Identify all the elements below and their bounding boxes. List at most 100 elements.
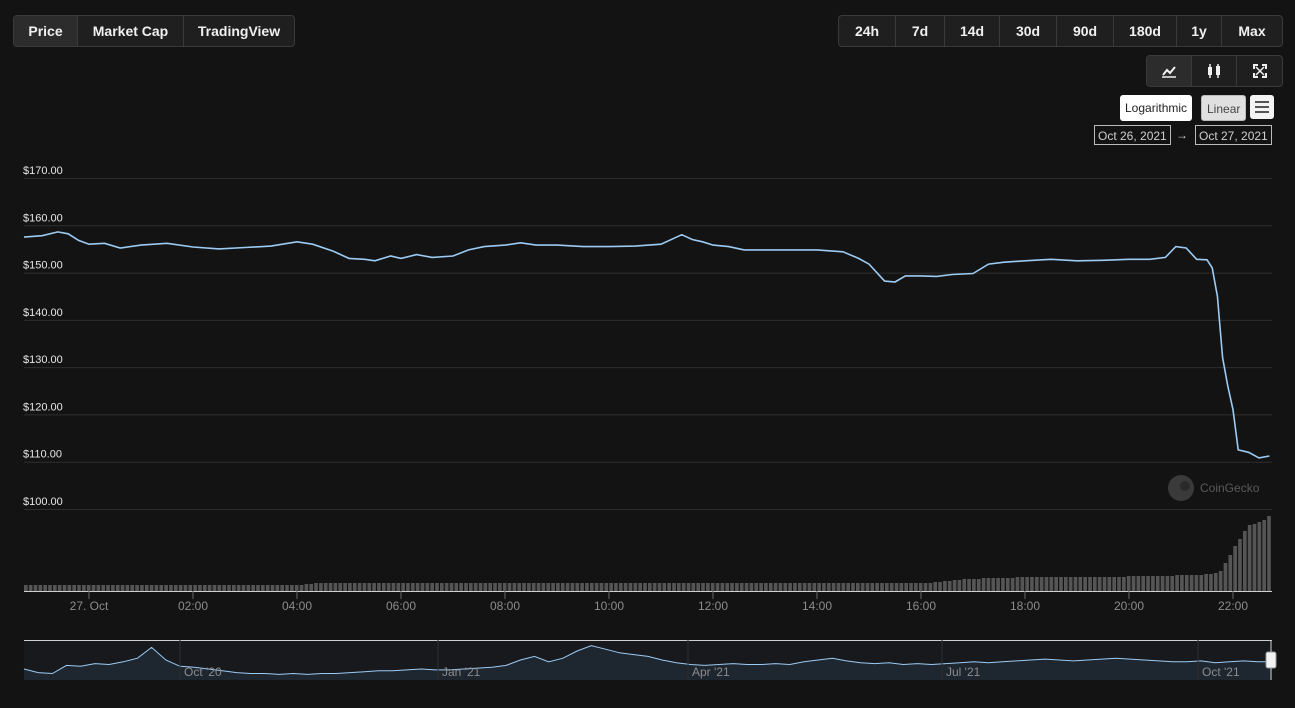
- volume-bar: [1025, 577, 1029, 591]
- volume-bar: [599, 583, 604, 591]
- volume-bar: [1262, 520, 1266, 591]
- range-max[interactable]: Max: [1238, 23, 1266, 39]
- volume-bar: [894, 583, 899, 591]
- volume-bar: [125, 585, 130, 591]
- navigator-handle[interactable]: [1265, 651, 1277, 669]
- range-90d[interactable]: 90d: [1057, 16, 1114, 46]
- x-tick-label: 16:00: [906, 599, 936, 613]
- y-tick-label: $130.00: [23, 354, 63, 366]
- volume-bar: [812, 583, 817, 591]
- volume-bar: [91, 585, 96, 591]
- volume-bar: [1170, 576, 1175, 591]
- volume-bar: [870, 583, 875, 591]
- volume-bar: [82, 585, 86, 591]
- volume-bar: [764, 583, 768, 591]
- volume-bar: [527, 583, 531, 591]
- tab-tradingview[interactable]: TradingView: [197, 23, 281, 39]
- x-tick-label: 06:00: [386, 599, 416, 613]
- navigator[interactable]: Oct '20 Jan '21 Apr '21 Jul '21 Oct '21: [23, 640, 1277, 680]
- y-tick-label: $160.00: [23, 212, 63, 224]
- volume-bar: [1117, 577, 1121, 591]
- range-180d[interactable]: 180d: [1114, 16, 1177, 46]
- volume-bar: [865, 583, 870, 591]
- volume-bar: [648, 583, 652, 591]
- line-chart-icon[interactable]: [1147, 56, 1192, 86]
- range-7d[interactable]: 7d: [896, 16, 945, 46]
- volume-bar: [1252, 524, 1257, 591]
- volume-bar: [323, 583, 328, 591]
- volume-bar: [996, 578, 1000, 591]
- volume-bar: [875, 583, 879, 591]
- y-tick-label: $150.00: [23, 260, 63, 272]
- volume-bar: [686, 583, 691, 591]
- tab-price[interactable]: Price: [14, 16, 78, 46]
- volume-bar: [101, 585, 106, 591]
- volume-bar: [1064, 577, 1068, 591]
- navigator-label: Jul '21: [946, 665, 981, 679]
- volume-bar: [483, 583, 488, 591]
- range-30d[interactable]: 30d: [1000, 16, 1057, 46]
- candlestick-icon[interactable]: [1192, 56, 1237, 86]
- volume-bar: [304, 584, 309, 591]
- volume-bar: [1102, 577, 1107, 591]
- volume-bar: [198, 585, 202, 591]
- volume-bar: [57, 585, 62, 591]
- volume-bar: [735, 583, 739, 591]
- volume-bar: [633, 583, 638, 591]
- range-24h[interactable]: 24h: [839, 16, 896, 46]
- volume-bar: [580, 583, 584, 591]
- volume-bar: [1194, 575, 1199, 591]
- x-tick-label: 08:00: [490, 599, 520, 613]
- volume-bar: [469, 583, 473, 591]
- volume-bar: [178, 585, 183, 591]
- volume-bar: [493, 583, 497, 591]
- volume-bar: [251, 585, 255, 591]
- volume-bar: [556, 583, 560, 591]
- volume-bar: [202, 585, 207, 591]
- volume-bar: [899, 583, 904, 591]
- volume-bar: [846, 583, 850, 591]
- volume-bar: [1175, 575, 1179, 591]
- volume-bar: [807, 583, 812, 591]
- volume-bar: [701, 583, 705, 591]
- volume-bar: [236, 585, 241, 591]
- volume-bar: [962, 579, 967, 591]
- volume-bar: [628, 583, 633, 591]
- linear-button[interactable]: Linear: [1201, 95, 1247, 121]
- logarithmic-button[interactable]: Logarithmic: [1120, 95, 1193, 121]
- volume-bar: [1020, 577, 1025, 591]
- volume-bar: [541, 583, 546, 591]
- volume-bar: [643, 583, 647, 591]
- volume-bar: [43, 585, 47, 591]
- volume-bar: [246, 585, 251, 591]
- volume-bar: [1093, 577, 1097, 591]
- volume-bar: [972, 579, 976, 591]
- volume-bar: [1083, 577, 1087, 591]
- range-1y[interactable]: 1y: [1177, 16, 1222, 46]
- menu-icon[interactable]: [1250, 95, 1274, 119]
- volume-bar: [48, 585, 52, 591]
- volume-bar: [343, 583, 347, 591]
- volume-bar: [381, 583, 386, 591]
- volume-bar: [662, 583, 667, 591]
- range-14d[interactable]: 14d: [945, 16, 1000, 46]
- volume-bar: [309, 584, 314, 591]
- y-tick-label: $170.00: [23, 165, 63, 177]
- volume-bar: [730, 583, 734, 591]
- volume-bar: [299, 585, 304, 591]
- date-to-input[interactable]: Oct 27, 2021: [1195, 125, 1272, 145]
- volume-bar: [778, 583, 783, 591]
- date-from-input[interactable]: Oct 26, 2021: [1094, 125, 1171, 145]
- volume-bar: [275, 585, 280, 591]
- volume-bar: [943, 581, 947, 591]
- tab-market-cap[interactable]: Market Cap: [78, 16, 184, 46]
- volume-bar: [822, 583, 826, 591]
- fullscreen-icon[interactable]: [1237, 56, 1282, 86]
- volume-bar: [589, 583, 594, 591]
- volume-bar: [1199, 575, 1204, 591]
- x-tick-label: 02:00: [178, 599, 208, 613]
- navigator-label: Apr '21: [692, 665, 730, 679]
- volume-bar: [222, 585, 226, 591]
- volume-bar: [914, 583, 918, 591]
- volume-bar: [1228, 555, 1233, 591]
